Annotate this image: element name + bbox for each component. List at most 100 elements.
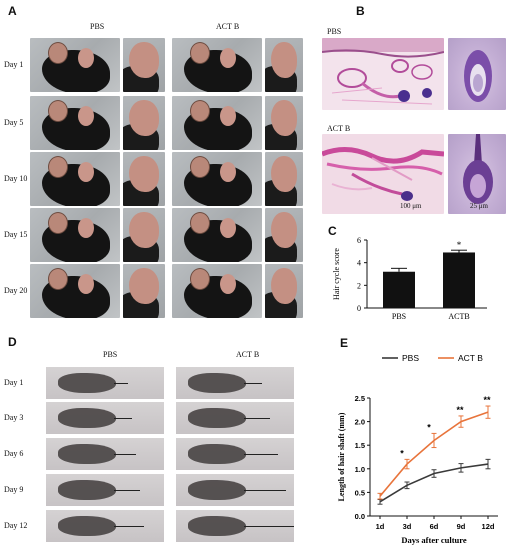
panel-b-row-pbs: PBS — [327, 27, 342, 36]
mouse-ear — [78, 162, 94, 182]
mouse-ear — [129, 156, 159, 192]
hair-shaft-line — [244, 490, 286, 491]
ear-closeup-photo — [123, 152, 165, 206]
ear-closeup-photo — [123, 38, 165, 92]
scale-bar-100um: 100 μm — [400, 202, 422, 210]
significance-marker: * — [457, 240, 462, 250]
panel-d-day-label: Day 9 — [4, 485, 24, 494]
skin-explant — [188, 408, 246, 428]
panel-d-group-pbs: PBS — [103, 350, 118, 359]
mouse-ear — [78, 106, 94, 126]
panel-a-day-label: Day 15 — [4, 230, 28, 239]
bar — [383, 271, 415, 308]
ear-closeup-photo — [123, 208, 165, 262]
panel-a-group-pbs: PBS — [90, 22, 105, 31]
y-axis-label: Length of hair shaft (mm) — [337, 412, 346, 501]
x-tick-label: PBS — [392, 312, 406, 321]
x-tick-label: 12d — [482, 522, 495, 531]
mouse-ear — [271, 42, 297, 78]
mouse-ear — [271, 268, 297, 304]
panel-d-day-label: Day 12 — [4, 521, 28, 530]
skin-explant — [58, 480, 116, 500]
hair-shaft-photo — [176, 367, 294, 399]
mouse-ear — [48, 212, 68, 234]
y-tick-label: 0.5 — [355, 488, 365, 497]
hair-shaft-line — [244, 454, 278, 455]
y-tick-label: 4 — [357, 259, 361, 268]
ear-closeup-photo — [123, 96, 165, 150]
mouse-ear — [220, 106, 236, 126]
x-axis-label: Days after culture — [401, 535, 467, 545]
mouse-ear — [48, 156, 68, 178]
mouse-photo — [30, 264, 120, 318]
mouse-photo — [172, 208, 262, 262]
y-tick-label: 0.0 — [355, 512, 365, 521]
scale-bar-25um: 25 μm — [470, 202, 488, 210]
ear-closeup-photo — [265, 152, 303, 206]
y-tick-label: 2.5 — [355, 394, 365, 403]
mouse-ear — [190, 212, 210, 234]
hair-shaft-line — [114, 418, 132, 419]
mouse-ear — [271, 212, 297, 248]
y-tick-label: 1.5 — [355, 441, 365, 450]
hair-shaft-photo — [46, 367, 164, 399]
ear-closeup-photo — [123, 264, 165, 318]
mouse-photo — [172, 152, 262, 206]
panel-a-day-label: Day 5 — [4, 118, 24, 127]
mouse-ear — [48, 268, 68, 290]
panel-c-label: C — [328, 224, 337, 238]
histology-actb-follicle-drawing — [463, 134, 493, 204]
mouse-photo — [30, 96, 120, 150]
hair-shaft-length-chart: 0.0 0.5 1.0 1.5 2.0 2.5 1d 3d 6d 9d 12d Days after … — [337, 353, 498, 545]
panel-e-label: E — [340, 336, 349, 350]
hair-shaft-photo — [176, 402, 294, 434]
panel-d-label: D — [8, 335, 17, 349]
hair-shaft-line — [244, 383, 262, 384]
panel-d-day-label: Day 3 — [4, 413, 24, 422]
panel-b-row-actb: ACT B — [327, 124, 351, 133]
histology-actb-skin-drawing — [322, 147, 444, 201]
skin-explant — [58, 408, 116, 428]
skin-explant — [188, 480, 246, 500]
hair-shaft-line — [244, 526, 294, 527]
skin-explant — [188, 444, 246, 464]
legend-label: PBS — [402, 353, 419, 363]
x-tick-label: 6d — [430, 522, 439, 531]
mouse-photo — [172, 264, 262, 318]
skin-explant — [58, 373, 116, 393]
mouse-ear — [190, 268, 210, 290]
histology-actb-skin: 100 μm — [322, 134, 444, 214]
histology-actb-follicle: 25 μm — [448, 134, 506, 214]
panel-d-group-actb: ACT B — [236, 350, 260, 359]
panel-d-day-label: Day 6 — [4, 449, 24, 458]
panel-a-day-label: Day 1 — [4, 60, 24, 69]
significance-marker: ** — [483, 395, 491, 405]
y-axis-label: Hair cycle score — [332, 248, 341, 300]
y-tick-label: 2.0 — [355, 418, 365, 427]
y-tick-label: 6 — [357, 236, 361, 245]
hair-shaft-line — [114, 526, 144, 527]
panel-a-group-actb: ACT B — [216, 22, 240, 31]
hair-shaft-photo — [46, 474, 164, 506]
x-tick-label: 1d — [376, 522, 385, 531]
hair-shaft-line — [114, 454, 136, 455]
significance-marker: * — [427, 422, 431, 432]
histology-pbs-follicle-drawing — [464, 50, 492, 102]
mouse-ear — [78, 48, 94, 68]
mouse-ear — [129, 268, 159, 304]
y-tick-label: 1.0 — [355, 465, 365, 474]
mouse-ear — [48, 100, 68, 122]
series-line — [379, 411, 489, 497]
mouse-ear — [220, 162, 236, 182]
skin-explant — [58, 516, 116, 536]
panel-a-day-label: Day 10 — [4, 174, 28, 183]
panel-a-label: A — [8, 4, 17, 18]
skin-explant — [188, 373, 246, 393]
hair-shaft-photo — [46, 510, 164, 542]
panel-a-day-label: Day 20 — [4, 286, 28, 295]
hair-shaft-photo — [176, 474, 294, 506]
mouse-photo — [30, 208, 120, 262]
legend-label: ACT B — [458, 353, 483, 363]
hair-cycle-score-chart: 0 2 4 6 Hair cycle score PBS ACTB * — [332, 236, 487, 321]
mouse-ear — [129, 100, 159, 136]
